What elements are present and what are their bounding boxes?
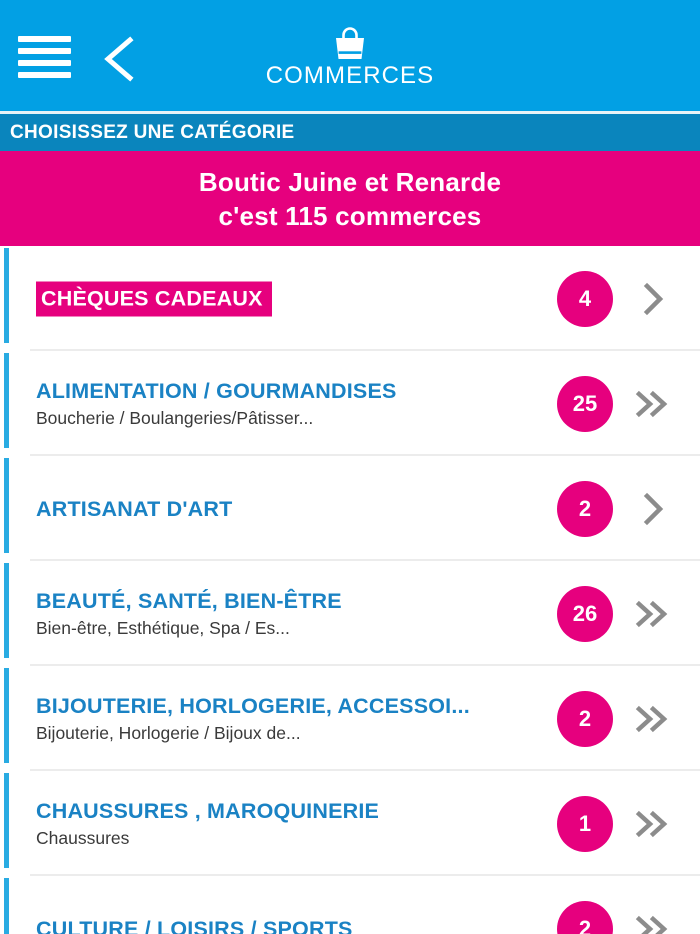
category-list[interactable]: CHÈQUES CADEAUX 4 ALIMENTATION / GOURMANDI… (0, 246, 700, 934)
category-title: ALIMENTATION / GOURMANDISES (36, 378, 397, 403)
category-count-badge: 2 (557, 690, 613, 747)
category-subtitle: Boucherie / Boulangeries/Pâtisser... (36, 407, 314, 428)
subheader-label: CHOISISSEZ UNE CATÉGORIE (10, 121, 295, 143)
chevron-double-right-icon[interactable] (630, 702, 676, 736)
subheader-bar: CHOISISSEZ UNE CATÉGORIE (0, 111, 700, 151)
row-accent-bar (4, 353, 9, 448)
category-count-badge: 2 (557, 900, 613, 934)
category-title: CHÈQUES CADEAUX (36, 281, 272, 316)
category-title: BEAUTÉ, SANTÉ, BIEN-ÊTRE (36, 588, 342, 613)
row-text-wrapper: CULTURE / LOISIRS / SPORTS (36, 916, 500, 934)
row-accent-bar (4, 248, 9, 343)
row-accent-bar (4, 458, 9, 553)
hamburger-menu-icon[interactable] (18, 36, 71, 78)
row-divider (30, 349, 700, 351)
hamburger-line (18, 36, 71, 42)
row-text-wrapper: BIJOUTERIE, HORLOGERIE, ACCESSOI... Bijou… (36, 693, 500, 745)
chevron-double-right-icon[interactable] (630, 387, 676, 421)
row-accent-bar (4, 773, 9, 868)
category-row[interactable]: ALIMENTATION / GOURMANDISES Boucherie / B… (0, 351, 700, 456)
promo-banner: Boutic Juine et Renarde c'est 115 commer… (0, 151, 700, 246)
category-title: CULTURE / LOISIRS / SPORTS (36, 916, 353, 934)
hamburger-line (18, 48, 71, 54)
category-count-badge: 25 (557, 375, 613, 432)
row-divider (30, 874, 700, 876)
row-divider (30, 559, 700, 561)
category-subtitle: Bien-être, Esthétique, Spa / Es... (36, 617, 290, 638)
row-divider (30, 664, 700, 666)
banner-line-2: c'est 115 commerces (218, 200, 482, 231)
chevron-right-icon[interactable] (630, 492, 676, 526)
row-text-wrapper: CHAUSSURES , MAROQUINERIE Chaussures (36, 798, 500, 850)
chevron-double-right-icon[interactable] (630, 597, 676, 631)
category-count-badge: 1 (557, 795, 613, 852)
category-row[interactable]: CHAUSSURES , MAROQUINERIE Chaussures 1 (0, 771, 700, 876)
row-accent-bar (4, 878, 9, 934)
chevron-double-right-icon[interactable] (630, 807, 676, 841)
row-text-wrapper: BEAUTÉ, SANTÉ, BIEN-ÊTRE Bien-être, Esthé… (36, 588, 500, 640)
category-subtitle: Chaussures (36, 827, 130, 848)
category-title: BIJOUTERIE, HORLOGERIE, ACCESSOI... (36, 693, 470, 718)
chevron-right-icon[interactable] (630, 282, 676, 316)
chevron-left-icon (100, 36, 140, 82)
chevron-double-right-icon[interactable] (630, 912, 676, 934)
category-row[interactable]: BIJOUTERIE, HORLOGERIE, ACCESSOI... Bijou… (0, 666, 700, 771)
category-count-badge: 2 (557, 480, 613, 537)
hamburger-line (18, 60, 71, 66)
banner-line-1: Boutic Juine et Renarde (198, 166, 502, 197)
category-count-badge: 26 (557, 585, 613, 642)
hamburger-line (18, 72, 71, 78)
category-row[interactable]: ARTISANAT D'ART 2 (0, 456, 700, 561)
row-text-wrapper: ALIMENTATION / GOURMANDISES Boucherie / B… (36, 378, 500, 430)
category-row[interactable]: BEAUTÉ, SANTÉ, BIEN-ÊTRE Bien-être, Esthé… (0, 561, 700, 666)
row-text-wrapper: ARTISANAT D'ART (36, 496, 500, 522)
category-title: ARTISANAT D'ART (36, 496, 233, 521)
category-row[interactable]: CHÈQUES CADEAUX 4 (0, 246, 700, 351)
category-title: CHAUSSURES , MAROQUINERIE (36, 798, 380, 823)
row-text-wrapper: CHÈQUES CADEAUX (36, 281, 500, 316)
row-accent-bar (4, 563, 9, 658)
row-accent-bar (4, 668, 9, 763)
top-app-bar: COMMERCES (0, 0, 700, 111)
row-divider (30, 454, 700, 456)
category-row[interactable]: CULTURE / LOISIRS / SPORTS 2 (0, 876, 700, 934)
category-count-badge: 4 (557, 270, 613, 327)
category-subtitle: Bijouterie, Horlogerie / Bijoux de... (36, 722, 301, 743)
row-divider (30, 769, 700, 771)
back-button[interactable] (100, 36, 140, 82)
